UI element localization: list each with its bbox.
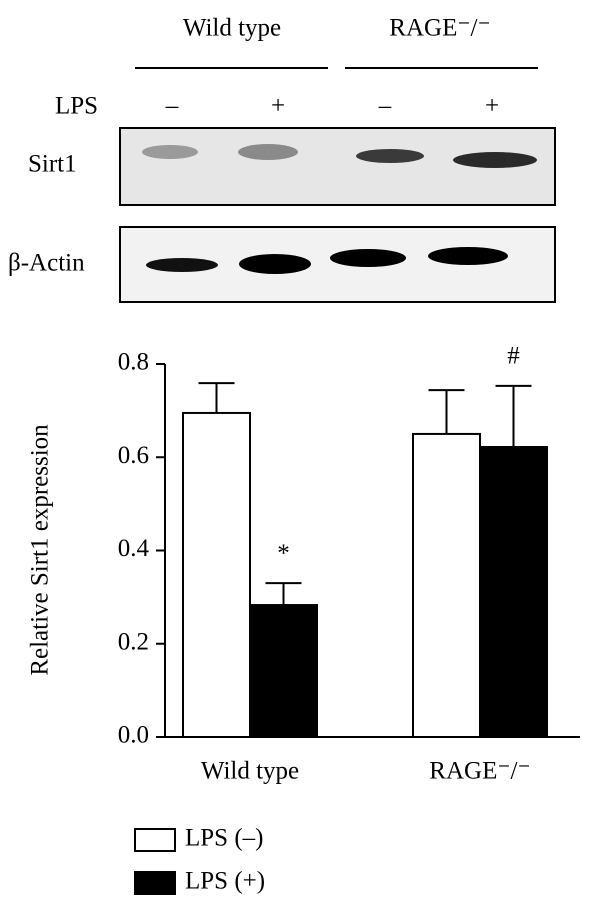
group-label: RAGE⁻/⁻ xyxy=(389,15,490,42)
band xyxy=(146,258,218,272)
y-tick-label: 0.0 xyxy=(118,722,149,749)
lane-label: – xyxy=(165,93,179,120)
y-tick-label: 0.2 xyxy=(118,628,149,655)
annotation: * xyxy=(277,540,290,567)
annotation: # xyxy=(507,343,520,370)
x-tick-label: RAGE⁻/⁻ xyxy=(429,758,530,785)
lane-label: + xyxy=(271,93,285,120)
band xyxy=(453,152,537,168)
legend-label: LPS (+) xyxy=(185,868,265,895)
bar xyxy=(412,432,481,738)
row-label: Sirt1 xyxy=(28,151,77,178)
plot: Relative Sirt1 expression xyxy=(27,424,54,676)
blot: Wild type RAGE⁻/⁻ LPS – + – + Sirt1 β-Ac… xyxy=(8,15,556,303)
lane-label: + xyxy=(485,93,499,120)
legend-swatch xyxy=(134,828,176,852)
group-label: Wild type xyxy=(183,15,281,42)
band xyxy=(142,145,198,159)
y-axis-label: Relative Sirt1 expression xyxy=(27,424,54,676)
treatment-label: LPS xyxy=(55,93,98,120)
band xyxy=(330,249,406,267)
band xyxy=(238,144,298,160)
band xyxy=(428,247,508,265)
bar xyxy=(249,604,318,739)
y-tick-label: 0.8 xyxy=(118,349,149,376)
band xyxy=(356,149,424,163)
bar xyxy=(479,445,548,738)
x-tick-label: Wild type xyxy=(201,758,299,785)
band xyxy=(239,254,311,274)
legend-label: LPS (–) xyxy=(185,825,263,852)
row-label: β-Actin xyxy=(8,250,85,277)
y-tick-label: 0.6 xyxy=(118,442,149,469)
legend-swatch xyxy=(134,871,176,895)
bar xyxy=(182,411,251,738)
lane-label: – xyxy=(378,93,392,120)
y-tick-label: 0.4 xyxy=(118,535,150,562)
